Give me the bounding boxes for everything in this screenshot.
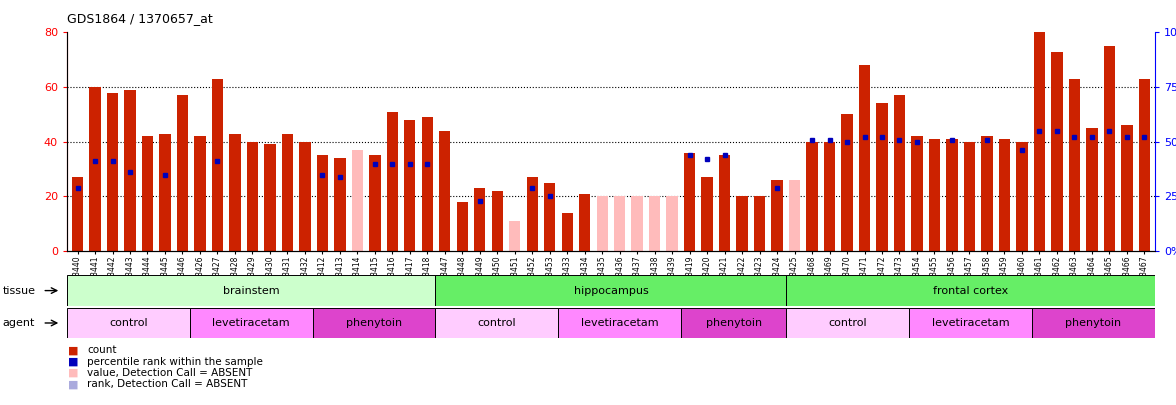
Bar <box>1034 32 1045 251</box>
Bar <box>527 177 537 251</box>
Bar <box>125 90 135 251</box>
Bar <box>89 87 101 251</box>
Bar <box>681 308 787 338</box>
Bar <box>998 139 1010 251</box>
Text: control: control <box>828 318 867 328</box>
Bar <box>649 196 661 251</box>
Bar <box>107 92 118 251</box>
Bar <box>787 308 909 338</box>
Text: phenytoin: phenytoin <box>346 318 402 328</box>
Bar <box>981 136 993 251</box>
Bar <box>282 134 293 251</box>
Bar <box>1069 79 1080 251</box>
Bar <box>909 308 1033 338</box>
Bar <box>596 196 608 251</box>
Bar <box>456 202 468 251</box>
Text: ■: ■ <box>68 368 79 378</box>
Text: hippocampus: hippocampus <box>574 286 648 296</box>
Text: count: count <box>87 345 116 355</box>
Bar <box>947 139 957 251</box>
Bar <box>1087 128 1097 251</box>
Bar <box>579 194 590 251</box>
Bar <box>369 156 381 251</box>
Text: GDS1864 / 1370657_at: GDS1864 / 1370657_at <box>67 12 213 25</box>
Bar <box>142 136 153 251</box>
Text: control: control <box>109 318 148 328</box>
Text: ■: ■ <box>68 379 79 389</box>
Bar <box>754 196 766 251</box>
Bar <box>561 213 573 251</box>
Text: control: control <box>477 318 516 328</box>
Text: frontal cortex: frontal cortex <box>933 286 1008 296</box>
Bar <box>736 196 748 251</box>
Bar <box>247 142 258 251</box>
Text: levetiracetam: levetiracetam <box>581 318 659 328</box>
Bar <box>439 131 450 251</box>
Bar <box>1104 46 1115 251</box>
Bar <box>929 139 940 251</box>
Bar <box>265 145 275 251</box>
Bar <box>316 156 328 251</box>
Bar <box>492 191 503 251</box>
Bar <box>964 142 975 251</box>
Text: ■: ■ <box>68 345 79 355</box>
Bar <box>299 142 310 251</box>
Bar <box>544 183 555 251</box>
Bar <box>474 188 486 251</box>
Bar <box>313 308 435 338</box>
Bar <box>435 275 787 306</box>
Bar <box>435 308 559 338</box>
Bar <box>858 65 870 251</box>
Text: levetiracetam: levetiracetam <box>213 318 290 328</box>
Text: levetiracetam: levetiracetam <box>931 318 1009 328</box>
Bar <box>824 142 835 251</box>
Bar <box>701 177 713 251</box>
Text: value, Detection Call = ABSENT: value, Detection Call = ABSENT <box>87 368 253 378</box>
Bar <box>1138 79 1150 251</box>
Text: agent: agent <box>2 318 35 328</box>
Bar <box>1051 51 1063 251</box>
Bar <box>387 112 397 251</box>
Bar <box>194 136 206 251</box>
Bar <box>334 158 346 251</box>
Bar <box>614 196 626 251</box>
Bar <box>176 95 188 251</box>
Bar <box>422 117 433 251</box>
Bar <box>212 79 223 251</box>
Bar <box>807 142 817 251</box>
Bar <box>894 95 906 251</box>
Bar <box>559 308 681 338</box>
Bar <box>229 134 241 251</box>
Bar <box>787 275 1155 306</box>
Bar <box>67 308 189 338</box>
Bar <box>667 196 677 251</box>
Text: phenytoin: phenytoin <box>1065 318 1122 328</box>
Bar <box>1033 308 1155 338</box>
Text: percentile rank within the sample: percentile rank within the sample <box>87 357 263 367</box>
Bar <box>632 196 643 251</box>
Bar <box>405 120 415 251</box>
Bar <box>1121 125 1132 251</box>
Bar <box>789 180 800 251</box>
Bar <box>719 156 730 251</box>
Text: ■: ■ <box>68 357 79 367</box>
Bar <box>911 136 923 251</box>
Bar <box>1016 142 1028 251</box>
Bar <box>352 150 363 251</box>
Bar <box>771 180 783 251</box>
Bar <box>67 275 435 306</box>
Bar <box>159 134 171 251</box>
Text: rank, Detection Call = ABSENT: rank, Detection Call = ABSENT <box>87 379 247 389</box>
Bar <box>876 103 888 251</box>
Bar <box>72 177 83 251</box>
Text: brainstem: brainstem <box>223 286 280 296</box>
Bar <box>684 153 695 251</box>
Bar <box>189 308 313 338</box>
Bar <box>841 114 853 251</box>
Text: tissue: tissue <box>2 286 35 296</box>
Bar <box>509 221 521 251</box>
Text: phenytoin: phenytoin <box>706 318 762 328</box>
